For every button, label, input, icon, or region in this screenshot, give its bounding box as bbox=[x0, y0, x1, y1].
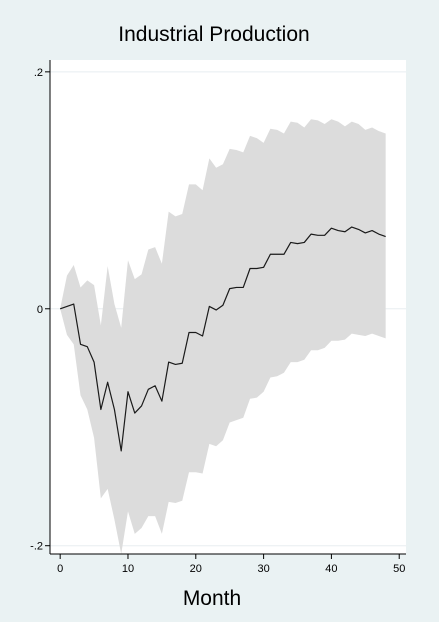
x-tick-label-1: 10 bbox=[122, 563, 134, 575]
x-tick-label-3: 30 bbox=[257, 563, 269, 575]
series-line-layer bbox=[59, 226, 386, 452]
x-tick-label-5: 50 bbox=[393, 563, 405, 575]
chart-title: Industrial Production bbox=[118, 23, 309, 46]
confidence-band-layer bbox=[60, 119, 386, 555]
x-axis-ticks: 0 10 20 30 40 50 bbox=[57, 554, 405, 575]
y-tick-label-1: 0 bbox=[37, 304, 43, 316]
x-axis-label: Month bbox=[183, 587, 241, 610]
y-tick-label-0: -.2 bbox=[30, 541, 43, 553]
y-axis-ticks: -.2 0 .2 bbox=[30, 67, 50, 553]
y-tick-label-2: .2 bbox=[34, 67, 43, 79]
x-tick-label-4: 40 bbox=[325, 563, 337, 575]
x-tick-label-2: 20 bbox=[190, 563, 202, 575]
impulse-response-line bbox=[59, 226, 386, 452]
x-tick-label-0: 0 bbox=[57, 563, 63, 575]
confidence-band bbox=[60, 119, 386, 555]
